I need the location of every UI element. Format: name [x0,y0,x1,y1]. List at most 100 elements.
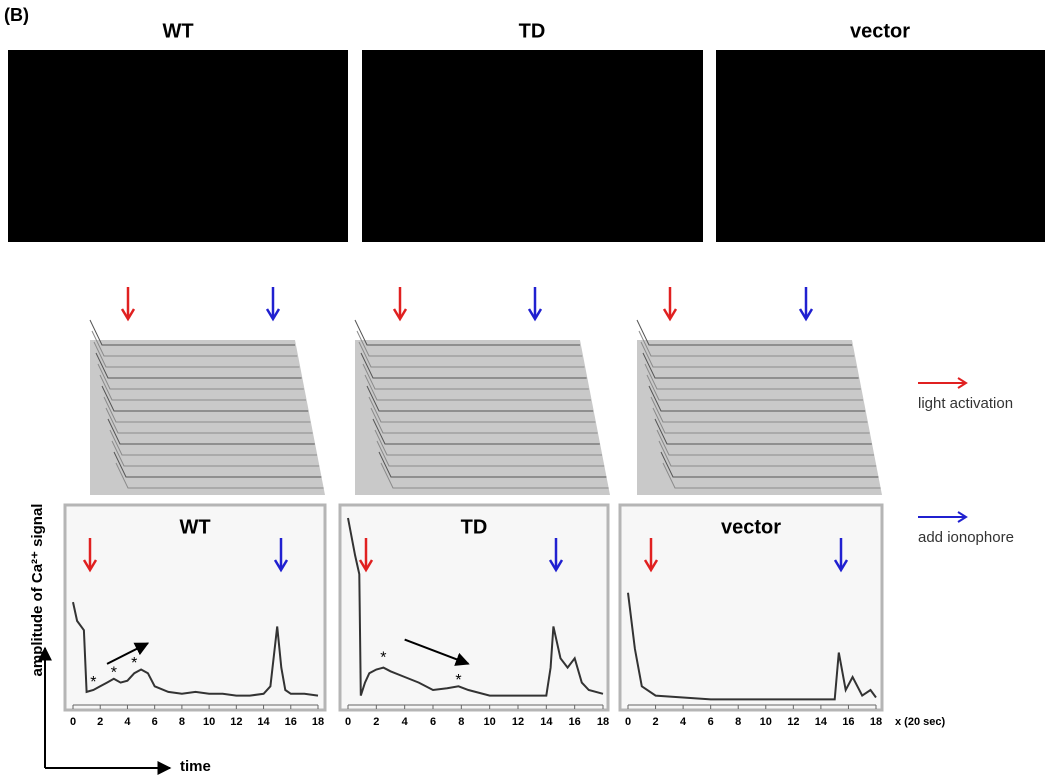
waterfall-trace [101,385,309,412]
waterfall-trace [91,330,298,357]
waterfall-trace [93,341,300,368]
chart-title: WT [179,516,210,538]
event-arrow-head [358,559,374,573]
event-arrow-head [643,559,659,573]
waterfall-trace [368,396,596,423]
data-line [627,592,877,701]
image-title: TD [519,20,546,42]
annotation: * [455,672,461,689]
waterfall-trace [366,385,594,412]
x-tick-label: 2 [97,716,103,728]
annotation: * [90,674,96,691]
waterfall-surface [90,340,325,495]
image-title: vector [850,20,910,42]
x-tick-label: 6 [152,716,158,728]
waterfall-trace [103,396,311,423]
micrograph [362,50,703,242]
waterfall-trace [89,319,295,346]
waterfall-trace [662,462,881,489]
waterfall-trace [95,352,302,379]
waterfall-trace [358,341,585,368]
legend-text: add ionophore [918,529,1014,546]
x-tick-label: 18 [597,716,609,728]
annotation: * [111,664,117,681]
x-tick-label: 14 [540,716,553,728]
waterfall-trace [111,440,320,467]
annotation: * [380,649,386,666]
waterfall-trace [364,374,591,401]
x-tick-label: 8 [735,716,741,728]
waterfall-trace [107,418,315,445]
waterfall-plot [636,319,882,495]
x-tick-label: 0 [345,716,351,728]
x-tick-label: 4 [402,716,409,728]
x-unit-label: x (20 sec) [895,716,945,728]
waterfall-trace [380,462,609,489]
image-title: WT [162,20,193,42]
waterfall-trace [642,352,859,379]
trend-arrow [106,642,150,665]
waterfall-trace [378,451,607,478]
event-arrow-head [392,308,408,322]
micrograph [8,50,348,242]
event-arrow-head [265,308,281,322]
waterfall-trace [362,363,589,390]
waterfall-plot [89,319,325,495]
waterfall-trace [356,330,583,357]
waterfall-trace [372,418,600,445]
x-tick-label: 10 [484,716,496,728]
chart-frame [63,503,327,712]
waterfall-surface [355,340,610,495]
waterfall-trace [97,363,304,390]
data-line [72,601,319,697]
annotation: * [131,655,137,672]
event-arrow-head [548,559,564,573]
waterfall-trace [360,352,587,379]
waterfall-trace [646,374,863,401]
event-arrow-head [833,559,849,573]
x-tick-label: 4 [680,716,687,728]
x-tick-label: 0 [70,716,76,728]
chart-title: vector [721,516,781,538]
y-axis-label: amplitude of Ca²⁺ signal [29,504,46,677]
waterfall-plot [354,319,610,495]
event-arrow-head [82,559,98,573]
waterfall-trace [654,418,872,445]
event-arrow-head [273,559,289,573]
event-arrow-head [527,308,543,322]
x-tick-label: 12 [230,716,242,728]
event-arrow-head [798,308,814,322]
x-tick-label: 12 [512,716,524,728]
waterfall-trace [652,407,870,434]
waterfall-trace [109,429,317,456]
x-tick-label: 6 [708,716,714,728]
chart-title: TD [461,516,488,538]
x-tick-label: 4 [124,716,131,728]
x-tick-label: 10 [760,716,772,728]
waterfall-trace [638,330,855,357]
waterfall-trace [376,440,605,467]
x-tick-label: 6 [430,716,436,728]
x-tick-label: 18 [870,716,882,728]
data-line [347,517,604,697]
x-tick-label: 10 [203,716,215,728]
waterfall-trace [658,440,877,467]
x-tick-label: 0 [625,716,631,728]
waterfall-trace [99,374,306,401]
x-tick-label: 18 [312,716,324,728]
x-tick-label: 14 [815,716,828,728]
waterfall-surface [637,340,882,495]
waterfall-trace [644,363,861,390]
x-tick-label: 16 [842,716,854,728]
x-tick-label: 2 [373,716,379,728]
panel-label: (B) [4,5,29,25]
x-tick-label: 16 [569,716,581,728]
waterfall-trace [113,451,322,478]
waterfall-trace [636,319,852,346]
chart-frame [618,503,884,712]
x-tick-label: 2 [652,716,658,728]
waterfall-trace [640,341,857,368]
waterfall-trace [650,396,868,423]
